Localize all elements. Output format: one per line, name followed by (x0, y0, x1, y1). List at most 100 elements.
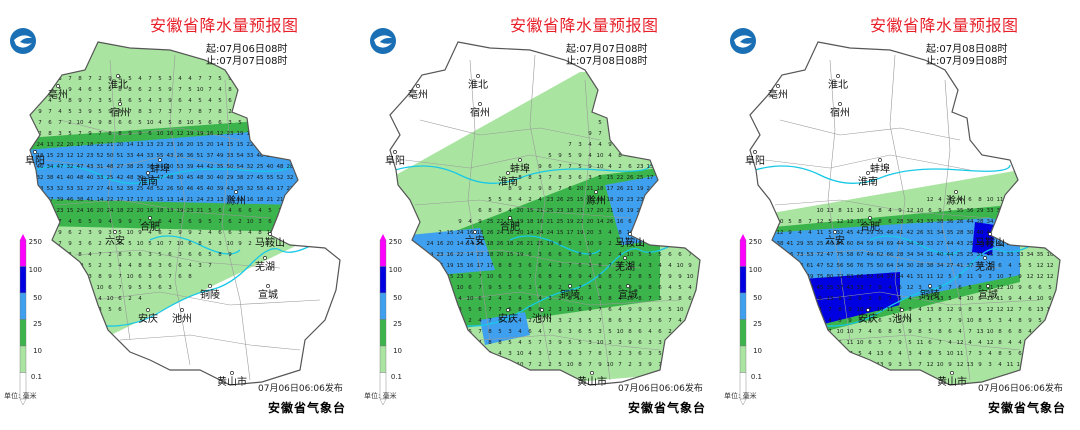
grid-value: 4 (78, 87, 82, 93)
grid-value: 9 (788, 318, 792, 324)
grid-value: 6 (1038, 329, 1042, 335)
grid-value: 26 (167, 186, 174, 192)
grid-value: 8 (108, 120, 112, 126)
grid-value: 9 (668, 120, 672, 126)
grid-value: 6 (268, 219, 272, 225)
grid-value: 5 (188, 87, 192, 93)
grid-value: 39 (917, 241, 924, 247)
grid-value: 60 (847, 241, 854, 247)
grid-value: 14 (597, 219, 604, 225)
grid-value: 6 (118, 307, 122, 313)
grid-value: 25 (967, 252, 974, 258)
grid-value: 7 (478, 329, 482, 335)
grid-value: 4 (828, 318, 832, 324)
grid-value: 5 (158, 252, 162, 258)
grid-value: 10 (457, 285, 464, 291)
grid-value: 3 (618, 340, 622, 346)
grid-value: 3 (528, 285, 532, 291)
grid-value: 21 (627, 186, 634, 192)
grid-value: 9 (658, 219, 662, 225)
grid-value: 23 (557, 208, 564, 214)
grid-value: 7 (88, 98, 92, 104)
grid-value: 4 (228, 208, 232, 214)
grid-value: 9 (848, 318, 852, 324)
grid-value: 38 (1027, 219, 1034, 225)
grid-value: 10 (997, 274, 1004, 280)
grid-value: 6 (158, 274, 162, 280)
grid-value: 7 (1008, 274, 1012, 280)
grid-value: 8 (888, 329, 892, 335)
grid-value: 2 (618, 131, 622, 137)
grid-value: 6 (548, 164, 552, 170)
grid-value: 14 (507, 219, 514, 225)
grid-value: 8 (518, 307, 522, 313)
grid-value: 8 (188, 274, 192, 280)
grid-value: 6 (678, 252, 682, 258)
grid-value: 8 (558, 241, 562, 247)
grid-value: 3 (258, 219, 262, 225)
grid-value: 7 (478, 285, 482, 291)
grid-value: 19 (237, 131, 244, 137)
grid-value: 8 (568, 274, 572, 280)
grid-value: 4 (98, 296, 102, 302)
grid-value: 12 (1007, 307, 1014, 313)
grid-value: 9 (128, 219, 132, 225)
grid-value: 9 (308, 208, 312, 214)
grid-value: 19 (317, 197, 324, 203)
river-line (754, 164, 1011, 184)
city-label: 滁州 (226, 194, 246, 207)
grid-value: 4 (668, 285, 672, 291)
grid-value: 28 (897, 252, 904, 258)
grid-value: 42 (207, 164, 214, 170)
grid-value: 10 (917, 208, 924, 214)
grid-value: 3 (148, 252, 152, 258)
grid-value: 8 (618, 109, 622, 115)
end-time: 止:07月09日08时 (926, 56, 1008, 67)
grid-value: 9 (438, 307, 442, 313)
grid-value: 10 (197, 87, 204, 93)
grid-value: 10 (797, 351, 804, 357)
city-marker (868, 216, 872, 220)
grid-value: 41 (317, 153, 324, 159)
grid-value: 25 (637, 175, 644, 181)
grid-value: 9 (168, 87, 172, 93)
grid-value: 7 (548, 329, 552, 335)
grid-value: 12 (847, 219, 854, 225)
grid-value: 40 (937, 252, 944, 258)
grid-value: 19 (577, 230, 584, 236)
grid-value: 11 (997, 197, 1004, 203)
grid-value: 7 (158, 109, 162, 115)
grid-value: 2 (468, 318, 472, 324)
city-marker (56, 84, 60, 88)
grid-value: 6 (528, 263, 532, 269)
grid-value: 4 (618, 252, 622, 258)
grid-value: 4 (218, 87, 222, 93)
grid-value: 75 (817, 274, 824, 280)
city-marker (623, 256, 627, 260)
grid-value: 8 (68, 307, 72, 313)
grid-value: 9 (108, 76, 112, 82)
city-marker (506, 171, 510, 175)
grid-value: 8 (668, 131, 672, 137)
grid-value: 27 (87, 186, 94, 192)
city-label: 淮南 (138, 175, 158, 188)
grid-value: 8 (498, 263, 502, 269)
grid-value: 3 (578, 318, 582, 324)
grid-value: 23 (637, 164, 644, 170)
grid-value: 20 (67, 142, 74, 148)
grid-value: 4 (108, 219, 112, 225)
grid-value: 21 (677, 175, 684, 181)
grid-value: 7 (48, 340, 52, 346)
grid-value: 2 (548, 351, 552, 357)
grid-value: 7 (418, 362, 422, 368)
city-marker (506, 308, 510, 312)
grid-value: 7 (528, 362, 532, 368)
grid-value: 6 (1018, 351, 1022, 357)
grid-value: 3 (608, 340, 612, 346)
grid-value: 6 (178, 98, 182, 104)
grid-value: 36 (997, 219, 1004, 225)
grid-value: 5 (1008, 351, 1012, 357)
grid-value: 9 (178, 230, 182, 236)
grid-value: 15 (67, 208, 74, 214)
grid-value: 6 (38, 274, 42, 280)
